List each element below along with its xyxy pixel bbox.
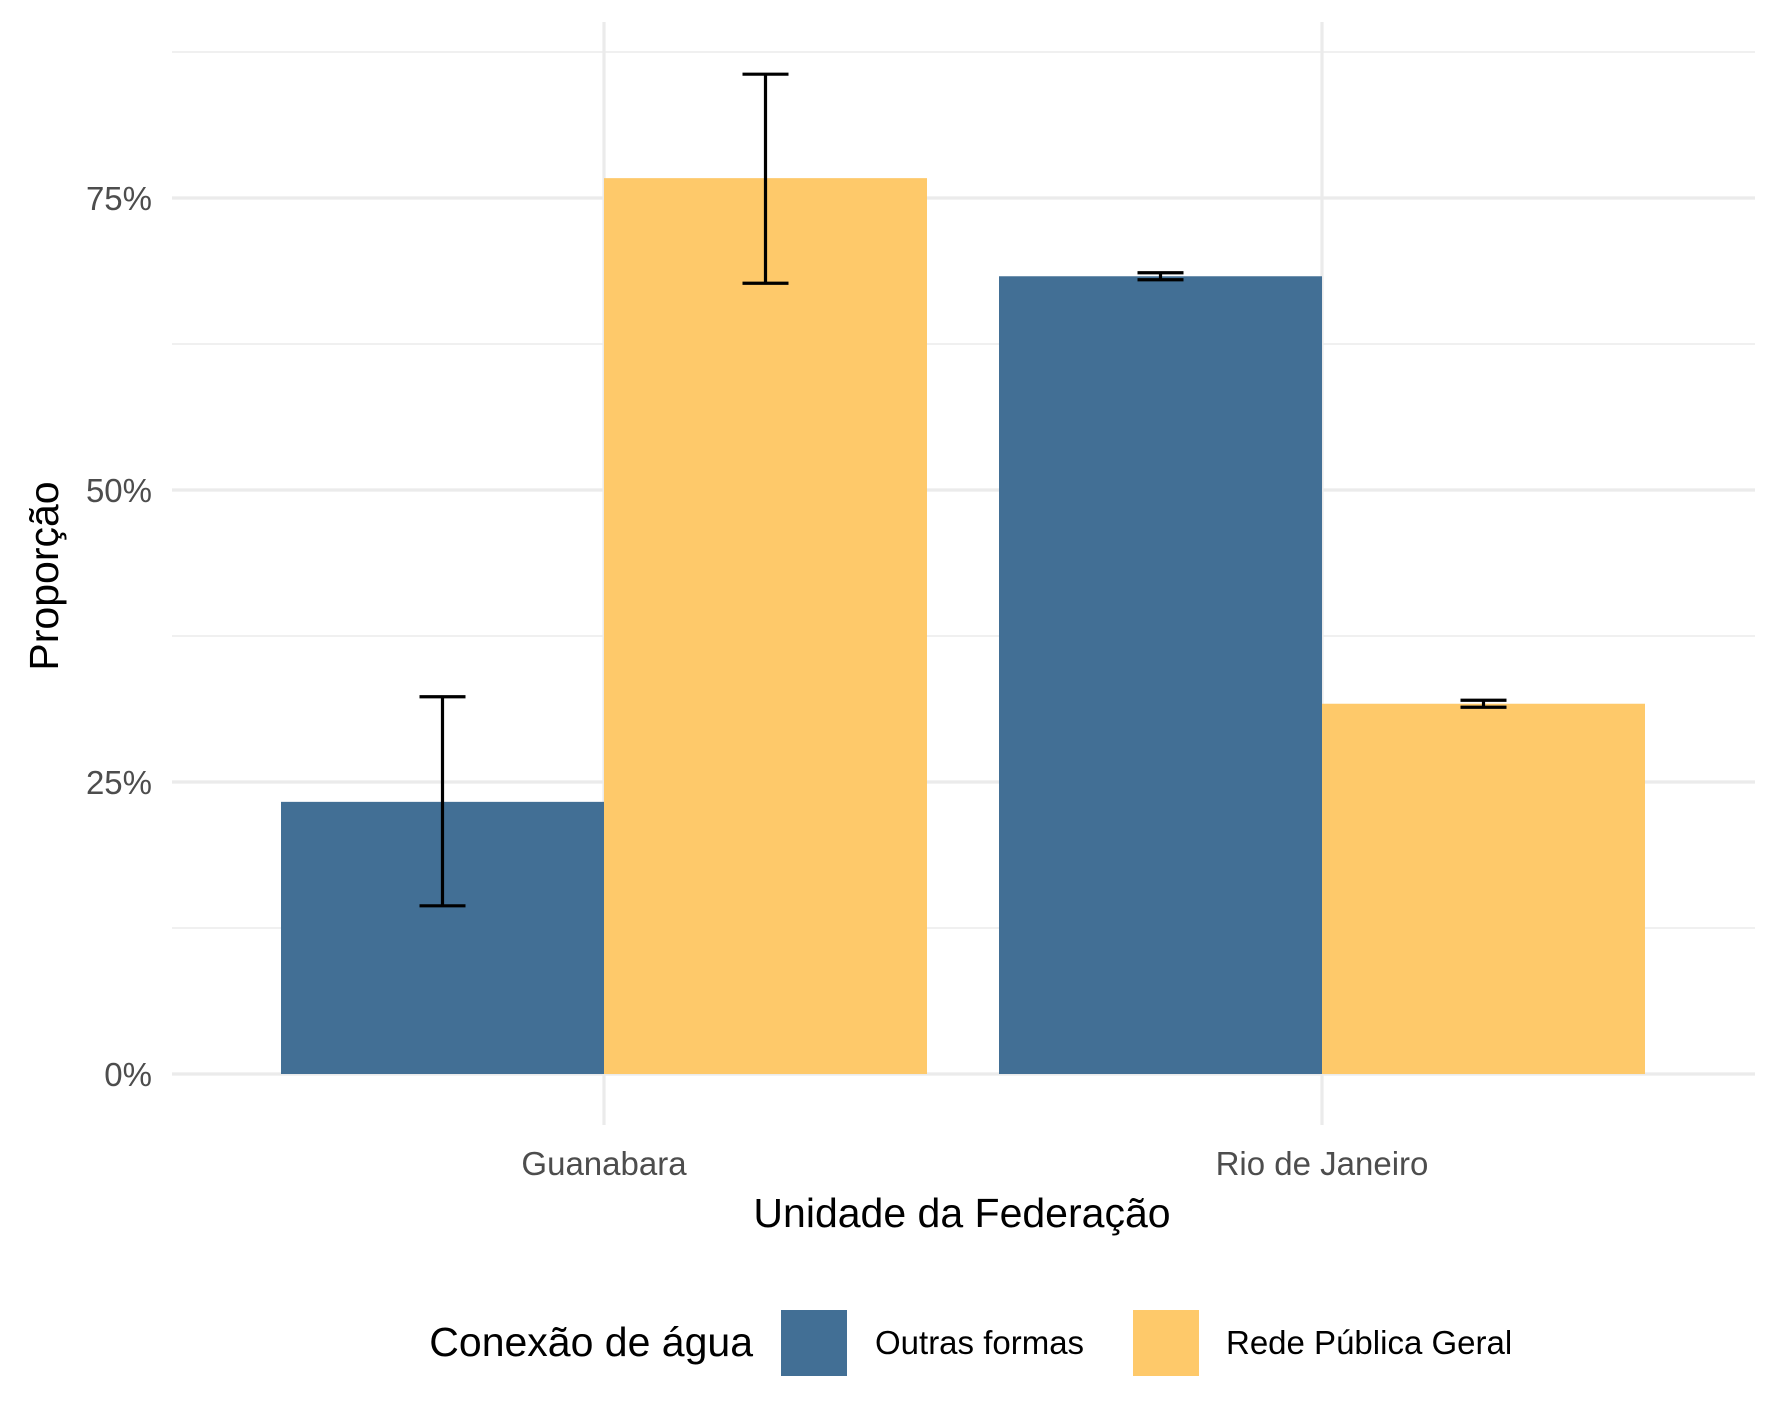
legend-key-outras-formas [781, 1310, 847, 1376]
y-tick-label: 50% [86, 472, 152, 509]
error-bars [419, 72, 1507, 908]
legend-label-rede-publica-geral: Rede Pública Geral [1226, 1324, 1512, 1361]
legend-key-rede-publica-geral [1133, 1310, 1199, 1376]
x-axis-title: Unidade da Federação [753, 1190, 1170, 1236]
bars [281, 178, 1645, 1075]
bar [604, 178, 927, 1075]
x-tick-label: Rio de Janeiro [1216, 1145, 1429, 1182]
y-tick-labels: 0% 25% 50% 75% [86, 180, 152, 1093]
x-tick-label: Guanabara [521, 1145, 687, 1182]
y-tick-label: 0% [104, 1056, 152, 1093]
legend-label-outras-formas: Outras formas [875, 1324, 1084, 1361]
y-axis-title: Proporção [21, 481, 67, 670]
y-tick-label: 25% [86, 764, 152, 801]
legend-title: Conexão de água [429, 1319, 753, 1365]
x-tick-labels: Guanabara Rio de Janeiro [521, 1145, 1428, 1182]
bar [999, 276, 1322, 1075]
bar [1322, 703, 1645, 1074]
y-tick-label: 75% [86, 180, 152, 217]
legend: Conexão de água Outras formas Rede Públi… [429, 1310, 1512, 1376]
